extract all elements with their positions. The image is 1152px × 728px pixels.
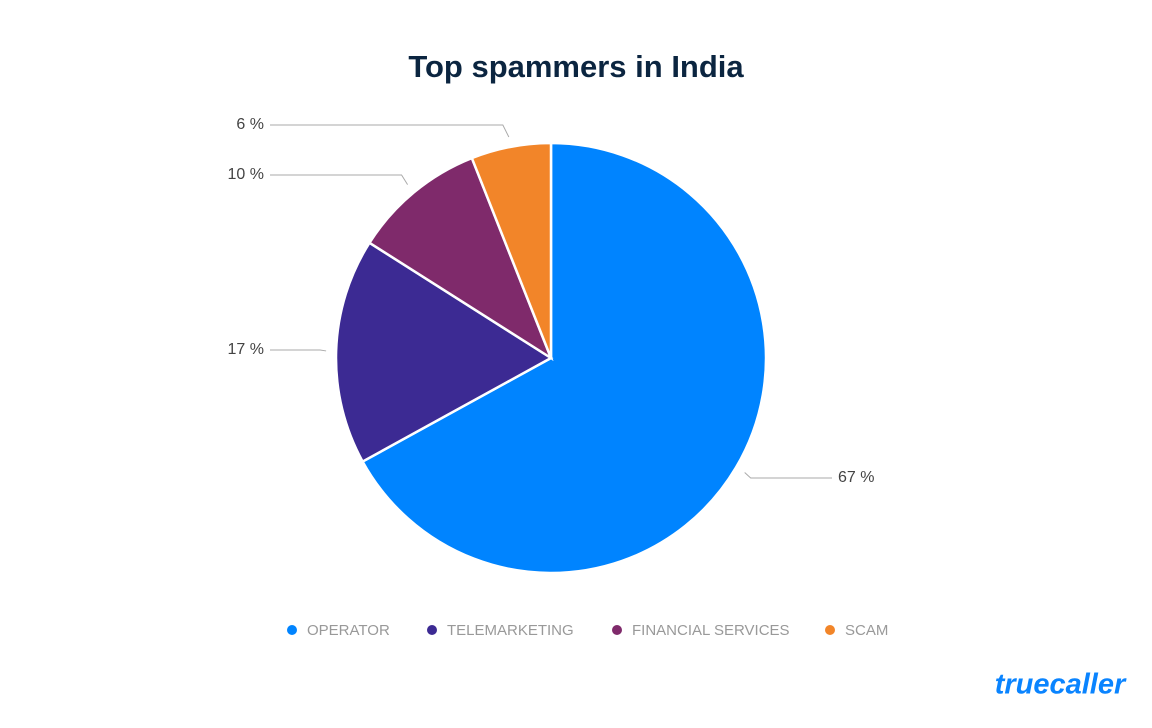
pie-slice xyxy=(470,141,553,359)
legend-marker xyxy=(287,625,297,635)
leader-line xyxy=(744,472,832,479)
leader-line xyxy=(270,349,327,352)
data-label: 17 % xyxy=(228,341,264,358)
legend-marker xyxy=(427,625,437,635)
pie-slice xyxy=(360,141,768,575)
data-label: 10 % xyxy=(228,166,264,183)
pie-slice xyxy=(367,156,554,362)
legend-marker xyxy=(825,625,835,635)
pie-slice xyxy=(334,241,554,464)
brand-logo: truecaller xyxy=(995,669,1127,701)
leader-line xyxy=(270,124,510,138)
leader-line xyxy=(270,174,409,185)
legend-label: OPERATOR xyxy=(307,622,390,639)
chart-title: Top spammers in India xyxy=(408,49,744,84)
data-label: 67 % xyxy=(838,469,874,486)
data-label: 6 % xyxy=(236,116,264,133)
legend-label: FINANCIAL SERVICES xyxy=(632,622,790,639)
legend-label: TELEMARKETING xyxy=(447,622,574,639)
legend-marker xyxy=(612,625,622,635)
legend-label: SCAM xyxy=(845,622,888,639)
